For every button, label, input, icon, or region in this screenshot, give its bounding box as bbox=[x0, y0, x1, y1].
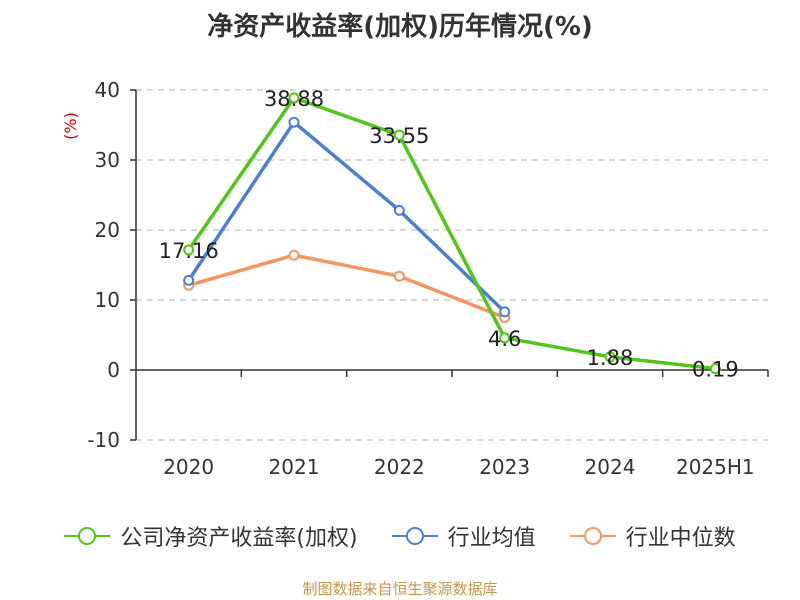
y-tick-label: 0 bbox=[107, 358, 120, 382]
data-label: 33.55 bbox=[369, 124, 429, 148]
data-point bbox=[393, 129, 405, 141]
x-tick-label: 2020 bbox=[163, 455, 214, 479]
data-point bbox=[183, 274, 195, 286]
axes: -10 0 10 20 30 40 2020 2021 2022 2023 2024 2025H1 (%… bbox=[61, 78, 769, 479]
data-label: 17.16 bbox=[159, 239, 219, 263]
data-label: 38.88 bbox=[264, 87, 324, 111]
legend: 公司净资产收益率(加权) 行业均值 行业中位数 bbox=[0, 520, 800, 552]
y-tick-label: 40 bbox=[95, 78, 120, 102]
x-tick-label: 2024 bbox=[585, 455, 636, 479]
data-point bbox=[393, 270, 405, 282]
legend-item-company[interactable]: 公司净资产收益率(加权) bbox=[64, 520, 358, 552]
data-point bbox=[288, 249, 300, 261]
data-label: 1.88 bbox=[587, 346, 634, 370]
legend-marker-industry-median-icon bbox=[569, 527, 616, 545]
x-tick-label: 2023 bbox=[479, 455, 530, 479]
y-tick-label: 30 bbox=[95, 148, 120, 172]
legend-marker-industry-mean-icon bbox=[391, 527, 438, 545]
chart-title: 净资产收益率(加权)历年情况(%) bbox=[207, 12, 593, 42]
legend-item-industry-median[interactable]: 行业中位数 bbox=[569, 520, 736, 552]
legend-item-industry-mean[interactable]: 行业均值 bbox=[391, 520, 536, 552]
data-point bbox=[709, 363, 721, 375]
data-label: 0.19 bbox=[692, 358, 739, 382]
series-line-1 bbox=[187, 120, 506, 314]
data-point bbox=[183, 244, 195, 256]
data-point bbox=[288, 92, 300, 104]
x-tick-label: 2021 bbox=[269, 455, 320, 479]
x-tick-label: 2022 bbox=[374, 455, 425, 479]
source-note: 制图数据来自恒生聚源数据库 bbox=[302, 580, 498, 598]
y-tick-label: -10 bbox=[87, 428, 120, 452]
grid-lines bbox=[136, 89, 768, 441]
y-tick-label: 20 bbox=[95, 218, 120, 242]
legend-label-industry-mean: 行业均值 bbox=[447, 526, 536, 551]
legend-label-industry-median: 行业中位数 bbox=[625, 526, 736, 551]
data-label: 4.6 bbox=[488, 327, 521, 351]
y-tick-label: 10 bbox=[95, 288, 120, 312]
data-point bbox=[499, 332, 511, 344]
data-point bbox=[393, 204, 405, 216]
data-labels: 17.16 38.88 33.55 4.6 1.88 0.19 bbox=[159, 87, 739, 382]
data-point bbox=[288, 116, 300, 128]
x-tick-label: 2025H1 bbox=[676, 455, 755, 479]
legend-label-company: 公司净资产收益率(加权) bbox=[120, 526, 358, 551]
y-axis-title: (%) bbox=[61, 112, 80, 140]
data-point bbox=[604, 351, 616, 363]
series-line-2 bbox=[188, 253, 506, 320]
data-point bbox=[499, 306, 511, 318]
legend-marker-company-icon bbox=[64, 527, 111, 545]
series-line-0 bbox=[187, 96, 716, 371]
series-lines bbox=[183, 92, 721, 375]
